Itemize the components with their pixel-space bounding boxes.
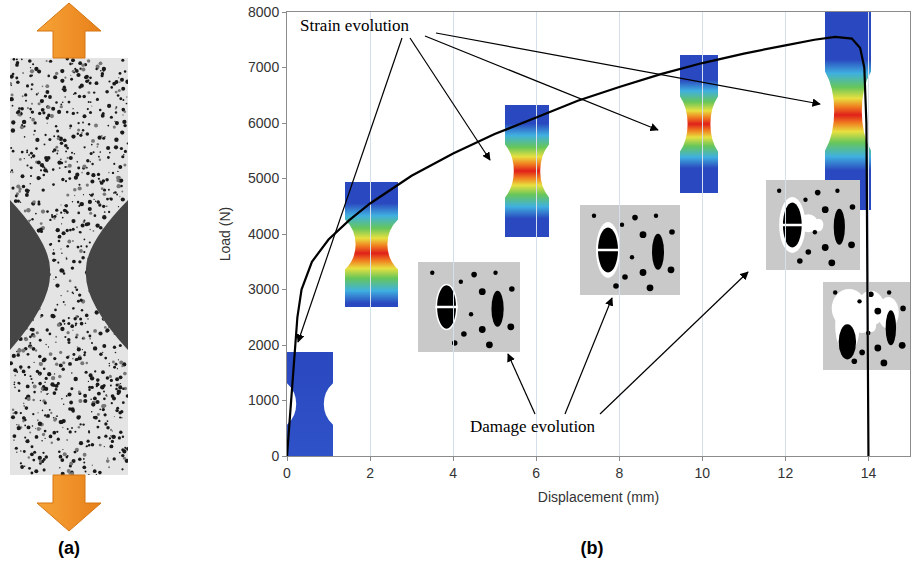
svg-text:14: 14	[861, 465, 877, 481]
svg-text:Damage evolution: Damage evolution	[470, 417, 596, 436]
svg-text:5000: 5000	[248, 170, 279, 186]
svg-text:10: 10	[695, 465, 711, 481]
svg-text:6: 6	[532, 465, 540, 481]
svg-text:8000: 8000	[248, 4, 279, 20]
svg-text:8: 8	[615, 465, 623, 481]
svg-text:(b): (b)	[581, 538, 604, 558]
svg-text:6000: 6000	[248, 115, 279, 131]
svg-text:12: 12	[778, 465, 794, 481]
svg-text:(a): (a)	[58, 538, 80, 558]
svg-text:Load (N): Load (N)	[217, 207, 233, 261]
svg-text:2: 2	[366, 465, 374, 481]
svg-text:0: 0	[271, 448, 279, 464]
svg-text:Strain evolution: Strain evolution	[300, 16, 410, 35]
svg-text:7000: 7000	[248, 59, 279, 75]
svg-text:4000: 4000	[248, 226, 279, 242]
svg-text:2000: 2000	[248, 337, 279, 353]
svg-text:3000: 3000	[248, 281, 279, 297]
svg-text:0: 0	[283, 465, 291, 481]
svg-text:1000: 1000	[248, 392, 279, 408]
svg-text:4: 4	[449, 465, 457, 481]
svg-text:Displacement (mm): Displacement (mm)	[538, 489, 659, 505]
